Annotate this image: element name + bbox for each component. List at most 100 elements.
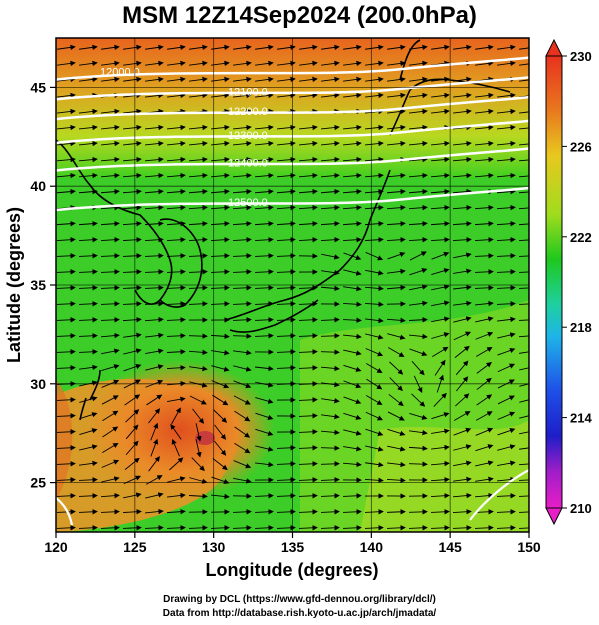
stream-arrow <box>145 124 164 131</box>
stream-arrow <box>387 108 406 115</box>
page-title: MSM 12Z14Sep2024 (200.0hPa) <box>122 2 477 29</box>
stream-arrow <box>100 525 120 531</box>
stream-arrow <box>496 253 516 259</box>
stream-arrow <box>144 269 164 275</box>
stream-arrow <box>254 269 274 275</box>
stream-arrow <box>474 525 494 531</box>
stream-arrow <box>387 140 406 147</box>
stream-arrow <box>125 440 139 456</box>
stream-arrow <box>195 423 202 442</box>
stream-arrow <box>496 285 516 291</box>
stream-arrow <box>144 525 164 531</box>
grid-lines <box>56 38 529 532</box>
stream-arrow <box>298 237 318 243</box>
stream-arrow <box>123 363 142 372</box>
stream-arrow <box>453 92 472 99</box>
stream-arrow <box>342 509 362 515</box>
stream-arrow <box>519 111 529 114</box>
stream-arrow <box>343 92 362 99</box>
stream-arrow <box>233 76 252 83</box>
stream-arrow <box>78 237 98 243</box>
stream-arrow <box>475 444 494 452</box>
stream-arrow <box>475 411 493 421</box>
stream-arrow <box>277 44 296 51</box>
stream-arrow <box>519 415 529 419</box>
stream-arrow <box>100 509 120 515</box>
stream-arrow <box>56 397 76 403</box>
stream-arrow <box>166 508 186 515</box>
stream-arrow <box>365 333 384 340</box>
stream-arrow <box>232 525 252 531</box>
stream-arrow <box>171 407 181 425</box>
stream-arrow <box>320 365 340 372</box>
stream-arrow <box>365 428 384 436</box>
stream-arrow <box>474 509 494 515</box>
stream-arrow <box>364 188 384 195</box>
stream-arrow <box>386 317 406 324</box>
stream-arrow <box>497 44 516 51</box>
colorbar: 230 226 222 218 214 210 <box>545 38 592 526</box>
stream-arrow <box>233 365 252 372</box>
stream-arrow <box>365 44 384 51</box>
stream-arrow <box>519 143 529 146</box>
stream-arrow <box>56 365 76 371</box>
stream-arrow <box>234 426 251 438</box>
stream-arrow <box>452 509 472 515</box>
stream-arrow <box>211 365 230 372</box>
stream-arrow <box>321 92 340 99</box>
stream-arrow <box>519 351 529 354</box>
stream-arrow <box>166 172 186 179</box>
stream-arrow <box>518 287 529 289</box>
stream-arrow <box>122 509 142 515</box>
stream-arrow <box>452 156 472 163</box>
stream-arrow <box>56 461 76 467</box>
stream-arrow <box>343 349 362 356</box>
stream-arrow <box>320 237 340 243</box>
stream-arrow <box>56 333 76 339</box>
stream-arrow <box>122 172 142 179</box>
colorbar-tick-label: 210 <box>570 501 592 516</box>
stream-arrow <box>276 220 296 227</box>
stream-arrow <box>497 363 516 373</box>
stream-arrow <box>453 444 472 451</box>
stream-arrow <box>101 140 120 147</box>
stream-arrow <box>408 156 428 163</box>
stream-arrow <box>232 156 252 163</box>
stream-arrow <box>320 156 340 163</box>
stream-arrow <box>188 220 208 227</box>
x-tick-label: 150 <box>517 539 541 555</box>
stream-arrow <box>255 92 274 99</box>
stream-arrow <box>409 413 428 420</box>
x-axis-ticks: 120 125 130 135 140 145 150 <box>44 532 541 555</box>
stream-arrow <box>56 413 76 419</box>
stream-arrow <box>78 333 98 339</box>
credit-data: Data from http://database.rish.kyoto-u.a… <box>162 608 437 619</box>
stream-arrow <box>166 156 186 163</box>
stream-arrow <box>123 332 142 339</box>
stream-arrow <box>320 172 340 179</box>
stream-arrow <box>79 396 98 403</box>
stream-arrow <box>188 204 208 211</box>
stream-arrow <box>166 237 186 243</box>
stream-arrow <box>232 188 252 195</box>
stream-arrow <box>430 509 450 515</box>
stream-arrow <box>430 460 450 467</box>
stream-arrow <box>276 509 296 515</box>
stream-arrow <box>432 346 449 358</box>
stream-arrow <box>188 525 208 531</box>
stream-arrow <box>430 493 450 499</box>
stream-arrow <box>122 316 142 323</box>
stream-arrow <box>343 60 362 67</box>
stream-arrow <box>409 251 427 261</box>
stream-arrow <box>409 268 428 276</box>
stream-arrow <box>409 76 428 83</box>
stream-arrow <box>320 509 340 515</box>
stream-arrow <box>343 44 362 51</box>
stream-arrow <box>343 412 362 420</box>
stream-arrow <box>453 284 472 291</box>
stream-arrow <box>232 220 252 227</box>
stream-arrow <box>101 124 120 131</box>
stream-arrow <box>100 156 120 163</box>
stream-arrow <box>276 301 296 307</box>
stream-arrow <box>78 349 98 355</box>
